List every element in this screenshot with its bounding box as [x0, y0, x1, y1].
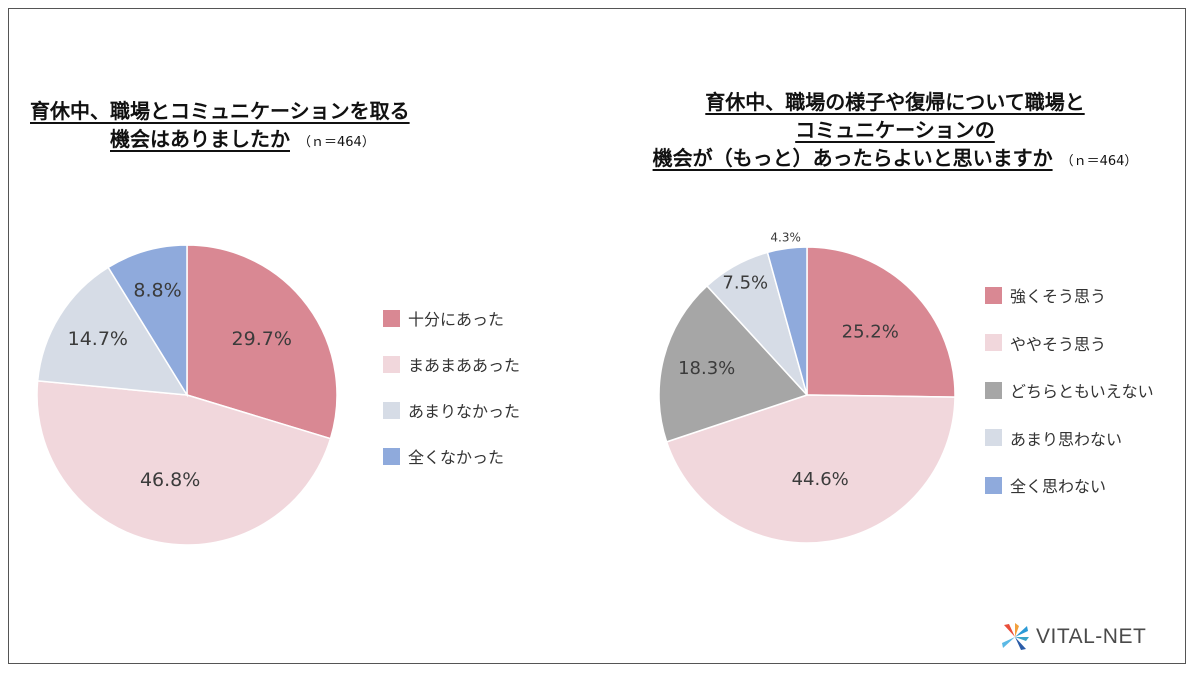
right-title-line-1: 育休中、職場の様子や復帰について職場と	[705, 90, 1085, 114]
left-pie-value-label-0: 29.7%	[232, 328, 292, 350]
left-legend-label-2: あまりなかった	[408, 402, 521, 421]
right-legend-item-3: あまり思わない	[985, 426, 1122, 450]
right-legend-item-2: どちらともいえない	[985, 378, 1154, 402]
left-pie-slice-2	[36, 266, 189, 396]
right-sample-size: （ｎ＝464）	[1060, 154, 1138, 169]
brand-logo: VITAL-NET	[1000, 622, 1146, 652]
left-title-line-1: 育休中、職場とコミュニケーションを取る	[30, 99, 410, 123]
right-pie-value-label-1: 44.6%	[792, 469, 849, 490]
right-legend-label-0: 強くそう思う	[1010, 287, 1107, 306]
left-legend-swatch-0	[383, 309, 400, 327]
left-legend-label-0: 十分にあった	[408, 310, 505, 329]
left-sample-size: （ｎ＝464）	[298, 135, 375, 150]
right-legend-swatch-1	[985, 334, 1002, 351]
left-pie-value-label-3: 8.8%	[133, 280, 181, 302]
left-pie-chart: 29.7% 46.8% 14.7% 8.8%	[36, 244, 338, 546]
right-pie-slice-0	[806, 246, 956, 398]
right-legend-label-1: ややそう思う	[1010, 334, 1107, 354]
vitalnet-logo-icon	[1002, 623, 1029, 650]
right-title-line-3: 機会が（もっと）あったらよいと思いますか	[652, 146, 1053, 170]
left-legend-swatch-2	[383, 401, 400, 419]
right-legend-item-0: 強くそう思う	[985, 283, 1106, 307]
left-legend-item-0: 十分にあった	[383, 306, 504, 330]
left-legend-item-1: まあまああった	[383, 352, 520, 376]
left-pie-value-label-2: 14.7%	[68, 328, 128, 350]
right-title-line-2: コミュニケーションの	[795, 118, 995, 142]
right-pie-slice-2	[658, 284, 809, 443]
right-chart-title: 育休中、職場の様子や復帰について職場と コミュニケーションの 機会が（もっと）あ…	[605, 88, 1185, 176]
right-pie-slice-4	[766, 246, 808, 396]
right-pie-chart: 25.2% 44.6% 18.3% 7.5% 4.3%	[658, 231, 956, 544]
left-pie-slice-1	[36, 380, 332, 546]
left-pie-slice-0	[186, 244, 338, 440]
right-pie-value-label-3: 7.5%	[722, 273, 768, 294]
right-legend-item-1: ややそう思う	[985, 331, 1106, 355]
right-pie-value-label-4: 4.3%	[770, 231, 801, 245]
left-pie-value-label-1: 46.8%	[140, 469, 200, 491]
left-chart-title: 育休中、職場とコミュニケーションを取る 機会はありましたか （ｎ＝464）	[30, 97, 410, 157]
right-legend-label-3: あまり思わない	[1010, 429, 1123, 449]
right-legend-label-2: どちらともいえない	[1010, 382, 1154, 401]
left-legend-item-2: あまりなかった	[383, 398, 520, 422]
left-title-line-2: 機会はありましたか	[110, 127, 290, 151]
left-legend-label-3: 全くなかった	[408, 448, 505, 467]
right-legend-item-4: 全く思わない	[985, 473, 1106, 497]
right-legend-swatch-2	[985, 381, 1002, 399]
right-legend-swatch-0	[985, 286, 1002, 304]
right-pie-value-label-2: 18.3%	[678, 358, 735, 379]
right-pie-value-label-0: 25.2%	[842, 322, 899, 343]
left-legend-item-3: 全くなかった	[383, 444, 504, 468]
left-legend-label-1: まあまああった	[408, 356, 521, 375]
left-legend-swatch-3	[383, 447, 400, 465]
brand-name: VITAL-NET	[1036, 625, 1147, 648]
left-pie-slice-3	[107, 244, 188, 398]
left-legend-swatch-1	[383, 355, 400, 373]
right-legend-swatch-4	[985, 476, 1002, 494]
right-legend-label-4: 全く思わない	[1010, 477, 1107, 496]
right-pie-slice-1	[665, 394, 956, 544]
right-legend-swatch-3	[985, 429, 1002, 446]
